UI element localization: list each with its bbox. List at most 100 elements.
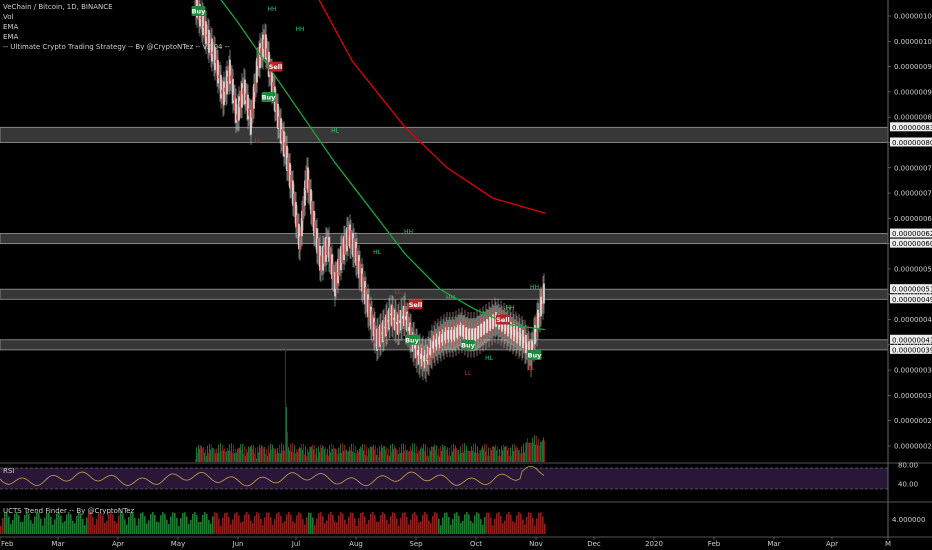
trend-bar — [320, 512, 322, 534]
volume-bar — [493, 446, 494, 462]
volume-bar — [264, 446, 265, 462]
candle-body — [299, 236, 301, 251]
volume-bar — [253, 445, 254, 462]
x-tick-label: Apr — [112, 540, 124, 548]
volume-bar — [472, 450, 473, 462]
volume-bar — [217, 452, 218, 462]
trend-bar — [286, 514, 288, 534]
trend-bar — [48, 512, 50, 534]
candle-body — [524, 329, 526, 355]
volume-bar — [311, 446, 312, 462]
trend-bar — [406, 516, 408, 534]
candle-body — [207, 27, 209, 49]
volume-bar — [398, 453, 399, 462]
candle-body — [364, 281, 366, 305]
candle-body — [309, 189, 311, 200]
candle-body — [389, 305, 391, 328]
candle-body — [490, 317, 492, 329]
volume-bar — [284, 450, 285, 462]
trend-bar — [58, 512, 60, 534]
volume-bar — [363, 450, 364, 462]
trend-bar — [308, 512, 310, 534]
volume-bar — [351, 443, 352, 462]
volume-bar — [255, 447, 256, 462]
trend-bar — [68, 512, 70, 534]
volume-bar — [263, 448, 264, 462]
volume-bar — [234, 453, 235, 462]
candle-body — [437, 328, 439, 354]
pivot-label: LL — [528, 365, 535, 372]
volume-bar — [406, 450, 407, 462]
candle-body — [261, 42, 263, 58]
volume-bar — [469, 450, 470, 462]
volume-bar — [479, 450, 480, 462]
trend-bar — [78, 512, 80, 534]
zone-price-tag — [890, 334, 932, 344]
candle-body — [236, 114, 238, 121]
pivot-label: LL — [465, 370, 472, 377]
trend-bar — [50, 516, 52, 534]
trend-bar — [508, 512, 510, 534]
volume-bar — [270, 443, 271, 462]
trend-bar — [328, 514, 330, 534]
candle-body — [371, 311, 373, 333]
volume-bar — [251, 444, 252, 462]
trend-bar — [256, 512, 258, 534]
trend-bar — [188, 523, 190, 534]
volume-bar — [542, 440, 543, 462]
volume-bar — [334, 448, 335, 462]
trend-bar — [166, 519, 168, 534]
trend-bar — [4, 512, 6, 534]
volume-bar — [246, 448, 247, 462]
volume-bar — [320, 444, 321, 462]
x-tick-label: Nov — [529, 540, 543, 548]
trend-bar — [18, 515, 20, 534]
candle-body — [306, 167, 308, 178]
candle-body — [287, 157, 289, 171]
trend-bar — [388, 523, 390, 534]
volume-bar — [445, 446, 446, 462]
candle-body — [363, 287, 365, 290]
candle-body — [429, 347, 431, 355]
candle-body — [479, 318, 481, 344]
candle-body — [349, 224, 351, 249]
volume-bar — [488, 447, 489, 462]
x-tick-label: Sep — [409, 540, 423, 548]
volume-bar — [338, 447, 339, 462]
trend-bar — [480, 519, 482, 534]
candle-body — [250, 109, 252, 135]
trend-bar — [378, 521, 380, 534]
volume-bar — [502, 450, 503, 462]
zone-price-label: 0.00000083 — [892, 124, 932, 132]
candle-body — [384, 327, 386, 329]
trend-bar — [370, 513, 372, 534]
candle-body — [494, 307, 496, 333]
volume-bar — [303, 443, 304, 462]
volume-bar — [507, 450, 508, 462]
volume-bar — [325, 447, 326, 462]
candle-body — [387, 320, 389, 322]
candle-body — [392, 306, 394, 329]
x-tick-label: Dec — [587, 540, 601, 548]
trend-bar — [422, 514, 424, 534]
trend-bar — [244, 514, 246, 534]
candle-body — [466, 327, 468, 341]
trend-bar — [92, 517, 94, 534]
candle-body — [430, 340, 432, 358]
volume-bar — [395, 448, 396, 462]
trend-bar — [220, 525, 222, 534]
volume-bar — [515, 448, 516, 462]
volume-bar — [522, 452, 523, 462]
trend-bar — [270, 517, 272, 534]
volume-bar — [243, 453, 244, 462]
volume-bar — [519, 449, 520, 462]
trend-bar — [402, 512, 404, 534]
trend-bar — [266, 512, 268, 534]
volume-bar — [210, 449, 211, 462]
candle-body — [400, 310, 402, 331]
volume-bar — [327, 448, 328, 462]
signal-label: Sell — [496, 316, 510, 324]
candle-body — [285, 146, 287, 160]
